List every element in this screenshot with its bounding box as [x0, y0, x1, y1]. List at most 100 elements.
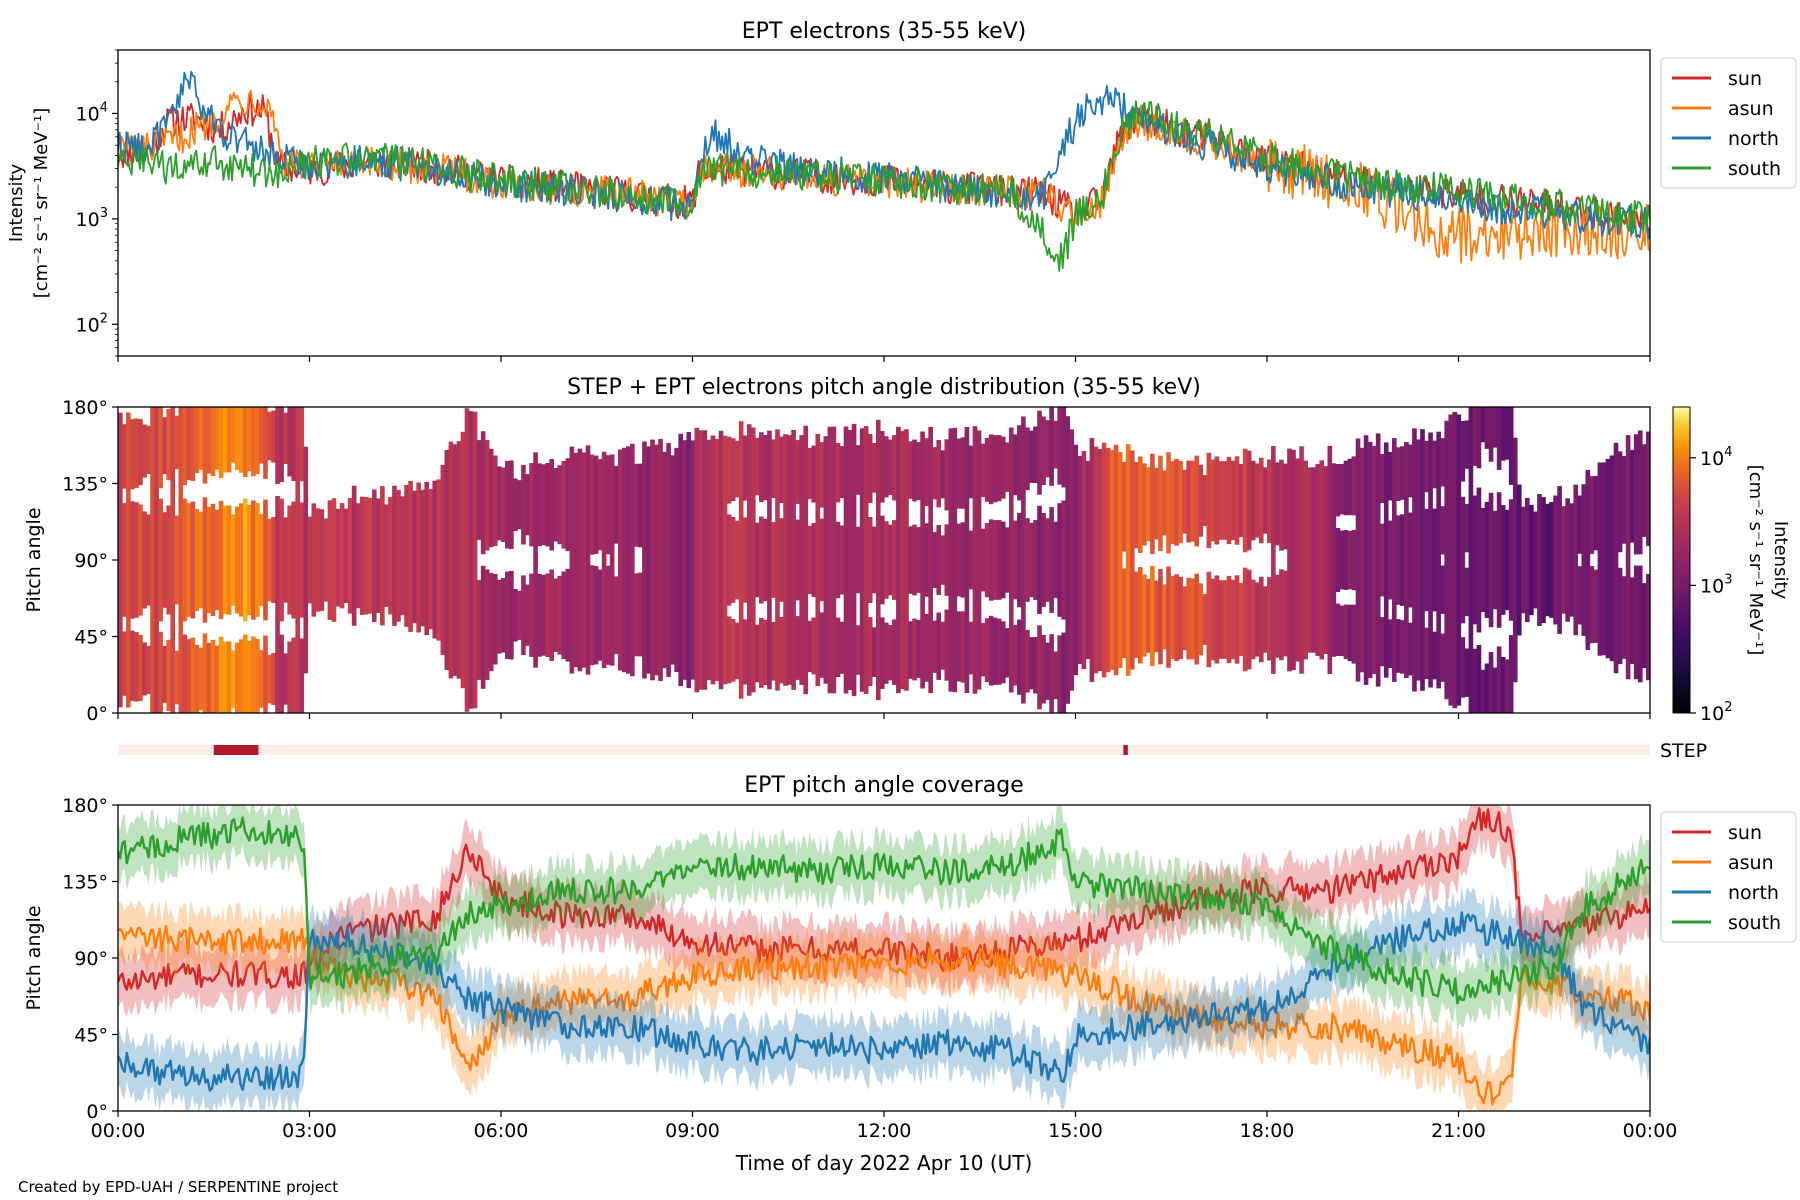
coverage-band-south [118, 805, 1650, 1031]
pad-cell [198, 407, 204, 470]
pad-cell [565, 458, 571, 552]
pad-cell [1593, 475, 1599, 551]
pad-cell [230, 650, 236, 708]
pad-cell [1000, 436, 1006, 499]
pad-cell [218, 407, 224, 478]
pad-cell [238, 639, 244, 713]
pad-cell [581, 452, 587, 668]
pad-cell [432, 480, 438, 639]
pad-cell [186, 407, 192, 480]
pad-cell [412, 490, 417, 624]
pad-cell [142, 511, 147, 609]
x-tick-label: 21:00 [1431, 1120, 1486, 1142]
pad-cell [807, 620, 813, 673]
pad-cell [1440, 506, 1445, 555]
pad-cell [267, 411, 272, 461]
pad-cell [505, 571, 510, 659]
pad-cell [1158, 455, 1163, 551]
pad-cell [355, 503, 361, 609]
pad-cell [335, 508, 341, 607]
pad-cell [275, 496, 280, 713]
pad-cell [1577, 566, 1583, 625]
pad-x-ticks [117, 713, 1651, 719]
pad-cell [843, 426, 849, 694]
pad-cell [980, 528, 986, 592]
pad-cell [1484, 407, 1490, 449]
pad-cell [380, 486, 385, 626]
pad-cell [134, 418, 139, 488]
pad-cell [1186, 577, 1191, 660]
intensity-series-group [118, 70, 1650, 272]
pad-cell [1400, 446, 1405, 500]
pad-cell [811, 617, 817, 675]
pad-cell [1553, 495, 1558, 625]
pad-cell [795, 616, 800, 680]
pad-cell [1206, 452, 1212, 549]
pad-cell [1133, 462, 1139, 549]
pad-cell [807, 525, 813, 595]
y-tick-label: 45° [74, 627, 108, 649]
pad-cell [1617, 567, 1623, 665]
pad-cell [956, 611, 962, 682]
coverage-legend-label-sun: sun [1728, 822, 1762, 844]
pad-cell [190, 407, 196, 481]
intensity-legend: sun asun north south [1660, 57, 1797, 189]
pad-cell [501, 578, 506, 653]
pad-cell [130, 419, 135, 490]
pad-cell [992, 617, 998, 685]
pad-cell [871, 627, 877, 677]
pad-cell [988, 434, 994, 505]
pad-cell [363, 497, 369, 615]
pad-cell [146, 514, 151, 606]
pad-cell [557, 465, 563, 545]
coverage-x-label: Time of day 2022 Apr 10 (UT) [735, 1151, 1033, 1175]
pad-cell [960, 437, 966, 509]
pad-cell [242, 634, 248, 713]
pad-cell [1275, 462, 1280, 546]
pad-cell [1142, 574, 1147, 657]
pad-cell [154, 407, 159, 713]
pad-cell [1121, 568, 1127, 658]
coverage-line-north [118, 911, 1650, 1092]
pad-cell [1061, 500, 1067, 620]
pad-cell [1166, 452, 1171, 554]
pad-cell [146, 645, 151, 695]
pad-cell [367, 497, 373, 614]
pad-cell [166, 505, 172, 615]
y-tick-label: 90° [74, 948, 108, 970]
pad-cell [871, 443, 877, 493]
pad-cell [1625, 435, 1631, 680]
pad-cell [1202, 594, 1208, 645]
pad-cell [658, 438, 663, 681]
pad-cell [569, 446, 575, 674]
pad-cell [1190, 578, 1196, 660]
pad-cell [779, 518, 784, 602]
pad-cell [972, 426, 978, 694]
pad-cell [734, 622, 740, 680]
pad-cell [1113, 444, 1119, 676]
pad-cell [472, 411, 478, 709]
pad-cell [214, 407, 220, 470]
pad-cell [214, 509, 220, 611]
pad-cell [1234, 456, 1240, 545]
intensity-axes-frame [117, 49, 1651, 357]
pad-cell [1343, 530, 1349, 590]
pad-cell [242, 498, 248, 622]
pad-cell [646, 446, 651, 674]
pad-cell [1557, 486, 1562, 634]
pad-cell [283, 412, 288, 464]
pad-cell [819, 612, 825, 678]
pad-cell [1504, 659, 1510, 713]
pad-cell [621, 447, 627, 673]
pad-cell [634, 573, 639, 657]
pad-cell [1496, 492, 1502, 628]
pad-cell [1045, 642, 1050, 700]
pad-cell [492, 455, 498, 546]
pad-cell [1404, 442, 1409, 678]
pad-cell [742, 517, 748, 603]
x-tick-label: 00:00 [91, 1120, 146, 1142]
pad-cell [1117, 451, 1123, 668]
pad-cell [1061, 632, 1067, 713]
pad-cell [892, 435, 897, 501]
pad-cell [1214, 575, 1220, 664]
